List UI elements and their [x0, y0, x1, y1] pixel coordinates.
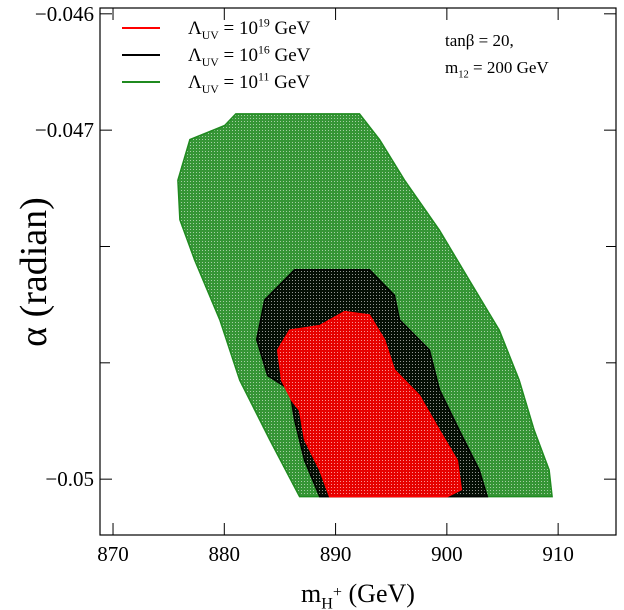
x-tick-label: 890	[320, 542, 352, 566]
x-tick-label: 910	[542, 542, 574, 566]
x-tick-label: 900	[431, 542, 463, 566]
y-tick-label: −0.046	[35, 2, 94, 26]
annotation: tanβ = 20,	[445, 31, 514, 50]
legend-label: ΛUV = 1016 GeV	[188, 43, 311, 68]
x-tick-label: 870	[97, 542, 129, 566]
y-axis-label: α (radian)	[13, 197, 55, 347]
legend-label: ΛUV = 1019 GeV	[188, 16, 311, 41]
x-axis-label: mH+ (GeV)	[301, 579, 415, 610]
frame	[99, 7, 617, 536]
x-tick-label: 880	[209, 542, 241, 566]
ticks: 870 880 890 900 910 −0.046 −0.047 −0.05	[35, 2, 616, 566]
y-tick-label: −0.047	[35, 118, 94, 142]
annotation: m12 = 200 GeV	[445, 58, 549, 80]
plot-area	[177, 113, 553, 498]
legend-label: ΛUV = 1011 GeV	[188, 70, 310, 95]
region	[276, 310, 463, 498]
y-tick-label: −0.05	[45, 467, 94, 491]
